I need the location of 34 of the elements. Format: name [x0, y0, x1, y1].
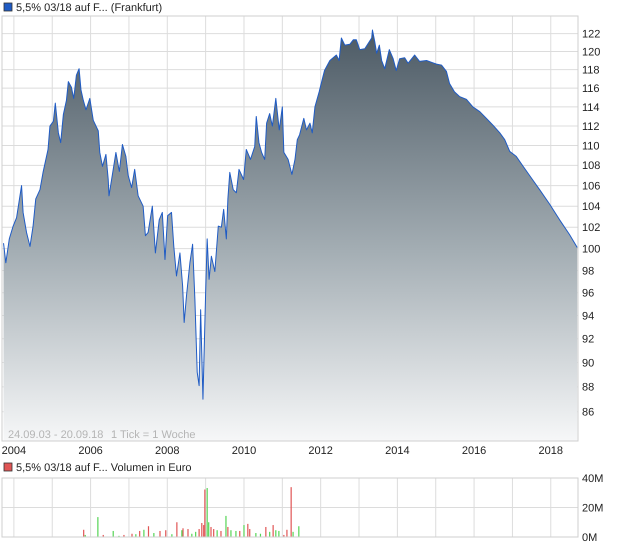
- legend-label: 5,5% 03/18 auf F... Volumen in Euro: [16, 462, 192, 474]
- x-tick-label: 2016: [462, 445, 486, 457]
- y-tick-label: 96: [582, 288, 594, 300]
- y-tick-label: 98: [582, 265, 594, 278]
- x-tick-label: 2006: [78, 445, 103, 457]
- x-tick-label: 2014: [385, 445, 410, 457]
- x-tick-label: 2018: [538, 445, 564, 457]
- y-tick-label: 100: [582, 243, 600, 256]
- y-tick-label: 110: [582, 140, 600, 152]
- x-tick-label: 2012: [308, 445, 333, 457]
- y-tick-label: 88: [582, 382, 594, 394]
- y-tick-label: 40M: [582, 472, 604, 485]
- x-tick-label: 2004: [2, 445, 26, 457]
- x-tick-label: 2008: [155, 445, 180, 457]
- y-tick-label: 118: [582, 64, 600, 76]
- y-tick-label: 94: [582, 310, 594, 322]
- y-tick-label: 102: [582, 222, 600, 234]
- y-tick-label: 108: [582, 160, 600, 172]
- legend-label: 5,5% 03/18 auf F... (Frankfurt): [16, 2, 162, 14]
- y-tick-label: 112: [582, 120, 600, 133]
- y-tick-label: 0M: [582, 532, 598, 544]
- y-tick-label: 114: [582, 102, 600, 114]
- y-tick-label: 104: [582, 201, 600, 214]
- annotation: 24.09.03 - 20.09.18: [8, 429, 104, 441]
- y-tick-label: 116: [582, 82, 600, 95]
- y-tick-label: 120: [582, 46, 600, 58]
- y-tick-label: 122: [582, 28, 600, 40]
- y-tick-label: 92: [582, 334, 594, 346]
- y-tick-label: 86: [582, 406, 594, 419]
- annotation: 1 Tick = 1 Woche: [111, 429, 196, 441]
- x-tick-label: 2010: [232, 445, 256, 457]
- y-tick-label: 20M: [582, 502, 604, 514]
- y-tick-label: 106: [582, 180, 600, 192]
- y-tick-label: 90: [582, 357, 594, 370]
